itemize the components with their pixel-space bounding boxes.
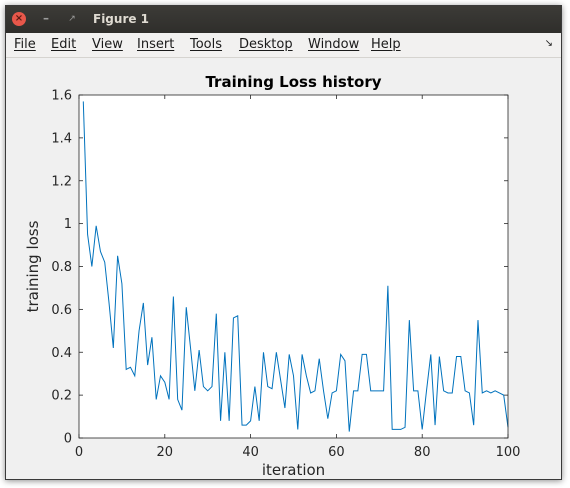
y-tick-label: 0.2: [51, 389, 72, 404]
minimize-icon[interactable]: –: [43, 11, 49, 25]
y-tick-label: 1.2: [51, 174, 72, 189]
window-title: Figure 1: [93, 12, 150, 26]
loss-chart: 0 0.2 0.4 0.6 0.8 1 1.2 1.4 1.6 0 20 40 60 80 100 Tra…: [24, 73, 521, 479]
x-tick-label: 80: [414, 445, 431, 460]
title-bar: × – ↗ Figure 1: [6, 6, 561, 33]
y-tick-label: 0.4: [51, 346, 72, 361]
x-tick-label: 0: [75, 445, 83, 460]
figure-window: × – ↗ Figure 1 File Edit View Insert Too…: [5, 5, 562, 480]
x-tick-label: 60: [328, 445, 345, 460]
x-tick-label: 100: [496, 445, 521, 460]
menu-edit[interactable]: Edit: [51, 37, 77, 52]
chart-title: Training Loss history: [205, 73, 381, 91]
menu-file[interactable]: File: [14, 37, 36, 52]
menu-tools[interactable]: Tools: [190, 37, 223, 52]
menu-bar: File Edit View Insert Tools Desktop Wind…: [6, 33, 561, 58]
menu-help[interactable]: Help: [371, 37, 401, 52]
x-tick-label: 20: [157, 445, 174, 460]
maximize-icon[interactable]: ↗: [68, 14, 76, 24]
y-tick-label: 1.6: [51, 89, 72, 104]
x-tick-label: 40: [242, 445, 259, 460]
y-tick-label: 0: [64, 432, 72, 447]
loss-series-line: [82, 101, 509, 432]
y-axis-label: training loss: [24, 220, 42, 312]
y-tick-label: 0.8: [51, 260, 72, 275]
axes-background: [79, 95, 508, 438]
menu-desktop[interactable]: Desktop: [239, 37, 293, 52]
close-icon[interactable]: ×: [12, 12, 26, 26]
figure-canvas: 0 0.2 0.4 0.6 0.8 1 1.2 1.4 1.6 0 20 40 60 80 100 Tra…: [6, 58, 561, 479]
menu-view[interactable]: View: [92, 37, 123, 52]
menu-insert[interactable]: Insert: [137, 37, 175, 52]
x-axis-label: iteration: [262, 461, 325, 479]
y-tick-label: 0.6: [51, 303, 72, 318]
axes-box: [78, 94, 509, 439]
dock-arrow-icon[interactable]: ↘: [544, 38, 553, 49]
menu-window[interactable]: Window: [308, 37, 360, 52]
y-tick-label: 1: [64, 217, 72, 232]
y-tick-label: 1.4: [51, 131, 72, 146]
